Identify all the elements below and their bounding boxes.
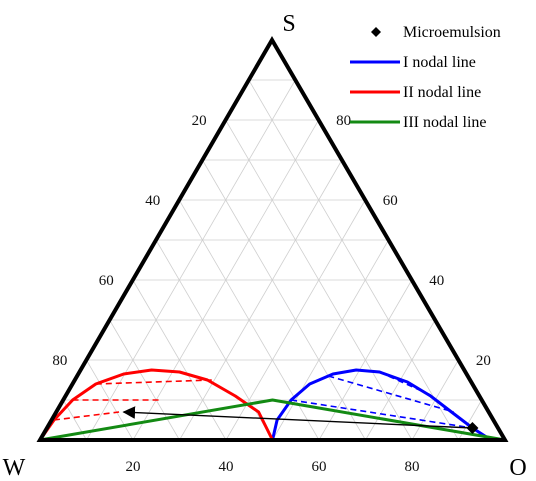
grid-line: [248, 79, 459, 441]
legend-label-i-nodal-line: I nodal line: [403, 54, 476, 71]
legend-label-microemulsion: Microemulsion: [403, 24, 501, 41]
tick-label-bottom: 40: [219, 459, 234, 475]
vertex-labels: S W O: [3, 11, 527, 481]
grid-line: [179, 159, 343, 441]
arrow-line: [122, 406, 473, 429]
vertex-label-top: S: [282, 11, 295, 37]
tick-label-left: 40: [145, 193, 160, 209]
grid-lines: [62, 79, 483, 441]
grid-line: [202, 159, 366, 441]
ternary-frame: [36, 36, 509, 442]
grid-line: [109, 319, 180, 441]
ii-nodal-line-binodal: [38, 368, 274, 441]
tick-label-right: 20: [476, 353, 491, 369]
i-nodal-line-tie-line: [290, 399, 473, 429]
legend-label-iii-nodal-line: III nodal line: [403, 114, 487, 131]
tick-label-right: 40: [429, 273, 444, 289]
grid-line: [272, 239, 389, 441]
ii-nodal-line-tie-line: [95, 379, 213, 385]
tick-label-right: 60: [383, 193, 398, 209]
vertex-label-left: W: [3, 455, 26, 481]
tick-label-bottom: 80: [405, 459, 420, 475]
tick-label-left: 20: [192, 113, 207, 129]
tick-labels: 20 40 60 80 20 40 60 80 20 40 60 80: [52, 113, 491, 475]
tick-label-left: 60: [99, 273, 114, 289]
legend: Microemulsion I nodal line II nodal line II…: [350, 24, 501, 131]
i-nodal-line-tie-line: [328, 375, 455, 413]
tick-label-bottom: 60: [312, 459, 327, 475]
ii-nodal-line-tie-line: [53, 411, 120, 421]
iii-nodal-line-triangle: [39, 398, 506, 442]
grid-line: [132, 279, 227, 441]
grid-line: [318, 279, 413, 441]
grid-line: [86, 79, 296, 441]
legend-label-ii-nodal-line: II nodal line: [403, 84, 481, 101]
tick-label-bottom: 20: [126, 459, 141, 475]
tick-label-left: 80: [52, 353, 67, 369]
tick-label-right: 80: [336, 113, 351, 129]
data-series: [38, 368, 506, 442]
microemulsion-point: [466, 422, 479, 434]
vertex-label-right: O: [509, 455, 526, 481]
legend-marker-microemulsion: [371, 27, 381, 37]
